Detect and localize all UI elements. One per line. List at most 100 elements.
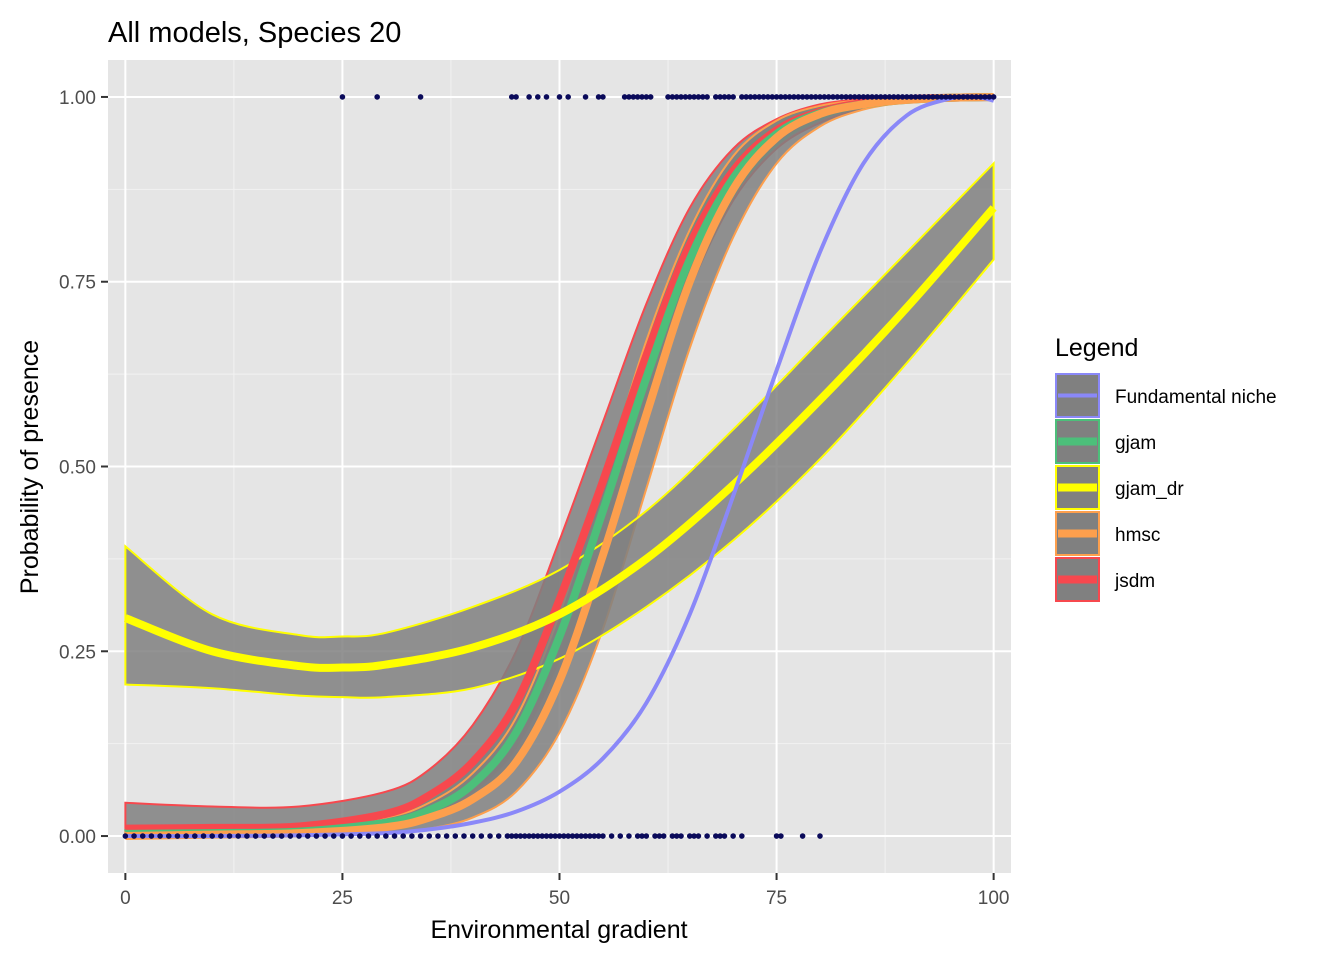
absence-point (226, 833, 233, 839)
absence-point (426, 833, 433, 839)
absence-point (534, 833, 541, 839)
absence-point (739, 833, 745, 839)
presence-point (904, 94, 910, 100)
absence-point (626, 833, 632, 839)
presence-point (851, 94, 858, 100)
presence-point (938, 94, 945, 100)
absence-point (508, 833, 515, 839)
presence-point (956, 94, 962, 100)
presence-point (925, 94, 932, 100)
absence-point (200, 833, 207, 839)
presence-point (890, 94, 897, 100)
presence-point (513, 94, 519, 100)
presence-point (600, 94, 606, 100)
line-hmsc (125, 92, 994, 841)
absence-point (617, 833, 624, 839)
absence-point (591, 833, 598, 839)
presence-point (647, 94, 654, 100)
y-tick-label: 0.50 (59, 458, 96, 479)
presence-point (673, 94, 680, 100)
absence-point (539, 833, 545, 839)
absence-point (348, 833, 354, 839)
presence-point (969, 94, 975, 100)
presence-point (973, 94, 980, 100)
y-tick-label: 1.00 (59, 88, 96, 109)
presence-point (825, 94, 832, 100)
presence-point (934, 94, 940, 100)
presence-point (630, 94, 637, 100)
presence-point (508, 94, 515, 100)
presence-point (595, 94, 602, 100)
absence-point (148, 833, 155, 839)
absence-point (556, 833, 563, 839)
presence-point (986, 94, 993, 100)
absence-point (443, 833, 450, 839)
presence-point (804, 94, 810, 100)
y-tick-label: 0.00 (59, 827, 96, 848)
presence-point (752, 94, 758, 100)
absence-point (578, 833, 585, 839)
presence-point (838, 94, 845, 100)
presence-point (917, 94, 923, 100)
absence-point (543, 833, 550, 839)
presence-point (765, 94, 771, 100)
presence-point (895, 94, 901, 100)
presence-point (417, 94, 424, 100)
absence-point (773, 833, 780, 839)
presence-point (778, 94, 784, 100)
x-tick-label: 75 (766, 888, 787, 909)
presence-point (669, 94, 676, 100)
absence-point (192, 833, 198, 839)
presence-point (990, 94, 997, 100)
x-axis: 0 25 50 75 100 (120, 873, 1009, 909)
presence-point (678, 94, 684, 100)
absence-point (778, 833, 784, 839)
absence-point (660, 833, 667, 839)
presence-point (717, 94, 723, 100)
series-lines (123, 92, 997, 841)
absence-point (643, 833, 650, 839)
x-tick-label: 100 (978, 888, 1010, 909)
presence-point (769, 94, 776, 100)
absence-point (157, 833, 163, 839)
presence-point (639, 94, 645, 100)
absence-point (478, 833, 485, 839)
presence-point (665, 94, 671, 100)
presence-point (899, 94, 906, 100)
absence-point (600, 833, 606, 839)
absence-point (565, 833, 571, 839)
presence-point (886, 94, 893, 100)
absence-point (330, 833, 337, 839)
absence-point (526, 833, 532, 839)
absence-point (469, 833, 476, 839)
presence-point (526, 94, 532, 100)
absence-point (504, 833, 511, 839)
absence-point (495, 833, 502, 839)
y-axis: 0.00 0.25 0.50 0.75 1.00 (59, 88, 108, 848)
presence-point (712, 94, 719, 100)
absence-point (595, 833, 602, 839)
presence-point (704, 94, 710, 100)
absence-point (521, 833, 528, 839)
presence-point (634, 94, 641, 100)
presence-point (864, 94, 871, 100)
absence-point (817, 833, 823, 839)
presence-point (739, 94, 745, 100)
absence-point (669, 833, 676, 839)
presence-point (726, 94, 732, 100)
line-fundamental-niche (125, 94, 995, 839)
presence-point (760, 94, 767, 100)
absence-point (712, 833, 719, 839)
absence-point (691, 833, 697, 839)
presence-point (847, 94, 854, 100)
absence-point (270, 833, 276, 839)
presence-point (626, 94, 632, 100)
presence-point (534, 94, 541, 100)
presence-point (799, 94, 806, 100)
presence-point (782, 94, 789, 100)
presence-point (686, 94, 693, 100)
absence-point (548, 833, 554, 839)
absence-point (131, 833, 137, 839)
